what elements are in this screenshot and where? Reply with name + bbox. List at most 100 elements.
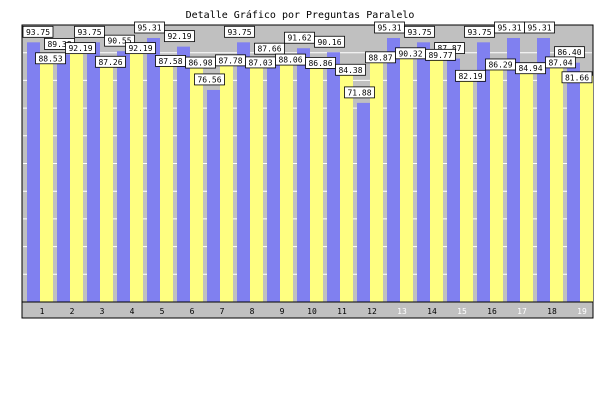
data-label-box <box>65 42 96 55</box>
data-label: 89.77 <box>428 51 452 60</box>
x-tick-label: 11 <box>337 307 347 316</box>
data-label-box <box>404 25 435 38</box>
bar <box>40 56 53 303</box>
data-label: 93.75 <box>467 28 491 37</box>
bar <box>387 37 400 302</box>
bar <box>550 60 563 302</box>
data-label: 92.19 <box>128 44 152 53</box>
data-label-box <box>524 21 555 34</box>
chart-title: Detalle Gráfico por Preguntas Paralelo <box>185 10 415 21</box>
bar <box>567 62 580 303</box>
bar <box>417 42 430 302</box>
data-label-box <box>314 35 345 48</box>
data-label: 87.04 <box>548 58 572 67</box>
data-label-box <box>194 73 225 86</box>
x-tick-label: 18 <box>547 307 557 316</box>
bar <box>237 42 250 302</box>
data-label-box <box>134 21 165 34</box>
data-label: 84.38 <box>338 66 362 75</box>
bar <box>280 58 293 303</box>
x-tick-label: 14 <box>427 307 437 316</box>
x-tick-label: 10 <box>307 307 317 316</box>
bar <box>147 37 160 302</box>
bar <box>447 58 460 303</box>
data-label: 89.38 <box>47 40 71 49</box>
data-label-box <box>455 69 486 82</box>
data-label: 82.19 <box>458 72 482 81</box>
data-label: 90.16 <box>317 38 341 47</box>
bar <box>220 58 233 303</box>
bar <box>130 46 143 303</box>
bar <box>520 66 533 302</box>
data-label: 93.75 <box>77 28 101 37</box>
data-label: 87.78 <box>218 56 242 65</box>
data-label: 95.31 <box>377 23 401 32</box>
bar <box>460 74 473 302</box>
x-tick-label: 8 <box>250 307 255 316</box>
y-tick-label: 40 <box>8 188 16 196</box>
bar <box>490 62 503 302</box>
data-label-box <box>125 42 156 55</box>
data-label: 95.31 <box>497 23 521 32</box>
y-tick-label: 70 <box>8 105 16 113</box>
data-label-box <box>35 52 66 65</box>
data-label: 92.19 <box>68 44 92 53</box>
data-label-box <box>254 42 285 55</box>
bar <box>310 61 323 303</box>
x-tick-label: 6 <box>190 307 195 316</box>
x-tick-label: 16 <box>487 307 497 316</box>
x-tick-label: 19 <box>577 307 587 316</box>
x-tick-label: 2 <box>70 307 75 316</box>
y-tick-label: 30 <box>8 216 16 224</box>
bar <box>117 51 130 302</box>
bar <box>370 55 383 302</box>
data-label: 88.87 <box>368 53 392 62</box>
data-label: 88.53 <box>38 54 62 63</box>
bar <box>70 46 83 303</box>
data-label: 90.55 <box>107 37 131 46</box>
x-tick-label: 17 <box>517 307 527 316</box>
bar <box>507 37 520 302</box>
x-tick-label: 4 <box>130 307 135 316</box>
bar <box>250 60 263 303</box>
x-tick-label: 1 <box>40 307 45 316</box>
data-label-box <box>74 25 105 38</box>
data-label-box <box>22 25 54 38</box>
bar <box>177 46 190 303</box>
bar <box>477 42 490 302</box>
data-label: 90.32 <box>398 49 422 58</box>
y-tick-label: 10 <box>8 271 16 279</box>
data-label-box <box>344 86 375 99</box>
data-label: 88.06 <box>278 56 302 65</box>
bar <box>160 59 173 303</box>
bar <box>580 75 593 302</box>
data-label-box <box>164 30 195 43</box>
data-label: 71.88 <box>347 88 371 97</box>
bar <box>100 60 113 303</box>
y-tick-label: 60 <box>8 133 16 141</box>
data-label: 91.62 <box>287 34 311 43</box>
y-tick-label: 80 <box>8 77 16 85</box>
bar <box>27 42 40 302</box>
data-label: 93.75 <box>407 28 431 37</box>
x-tick-label: 5 <box>160 307 165 316</box>
data-label: 84.94 <box>518 64 542 73</box>
data-label-box <box>335 63 366 76</box>
y-tick-label: 20 <box>8 244 16 252</box>
x-tick-label: 9 <box>280 307 285 316</box>
data-label: 81.66 <box>565 73 589 82</box>
data-label: 76.56 <box>197 75 221 84</box>
data-label-box <box>561 71 593 84</box>
data-label: 87.87 <box>437 44 461 53</box>
data-label: 92.19 <box>167 32 191 41</box>
bar <box>267 59 280 303</box>
data-label-box <box>224 25 255 38</box>
data-label: 87.03 <box>248 58 272 67</box>
y-tick-label: 90 <box>8 50 16 58</box>
bar <box>340 68 353 303</box>
data-label: 86.29 <box>488 60 512 69</box>
data-label-box <box>104 34 135 47</box>
bar <box>327 52 340 302</box>
data-label: 95.31 <box>527 23 551 32</box>
